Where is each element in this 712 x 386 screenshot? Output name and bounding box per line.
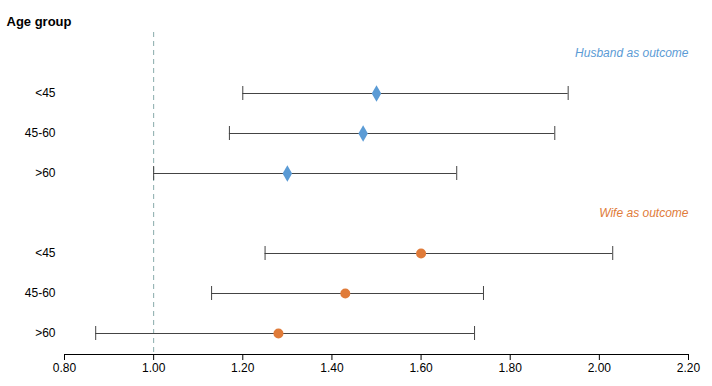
svg-text:>60: >60 xyxy=(35,166,56,180)
svg-text:1.80: 1.80 xyxy=(499,361,523,375)
svg-text:1.20: 1.20 xyxy=(231,361,255,375)
svg-text:45-60: 45-60 xyxy=(25,126,56,140)
svg-text:>60: >60 xyxy=(35,326,56,340)
svg-text:<45: <45 xyxy=(35,246,56,260)
svg-text:1.60: 1.60 xyxy=(409,361,433,375)
svg-text:45-60: 45-60 xyxy=(25,286,56,300)
svg-text:Age group: Age group xyxy=(7,14,72,29)
svg-text:0.80: 0.80 xyxy=(53,361,77,375)
svg-text:2.00: 2.00 xyxy=(588,361,612,375)
svg-text:1.00: 1.00 xyxy=(142,361,166,375)
svg-text:<45: <45 xyxy=(35,86,56,100)
svg-text:2.20: 2.20 xyxy=(677,361,701,375)
svg-text:1.40: 1.40 xyxy=(320,361,344,375)
svg-text:Wife as outcome: Wife as outcome xyxy=(599,206,689,220)
svg-text:Husband as outcome: Husband as outcome xyxy=(575,46,689,60)
